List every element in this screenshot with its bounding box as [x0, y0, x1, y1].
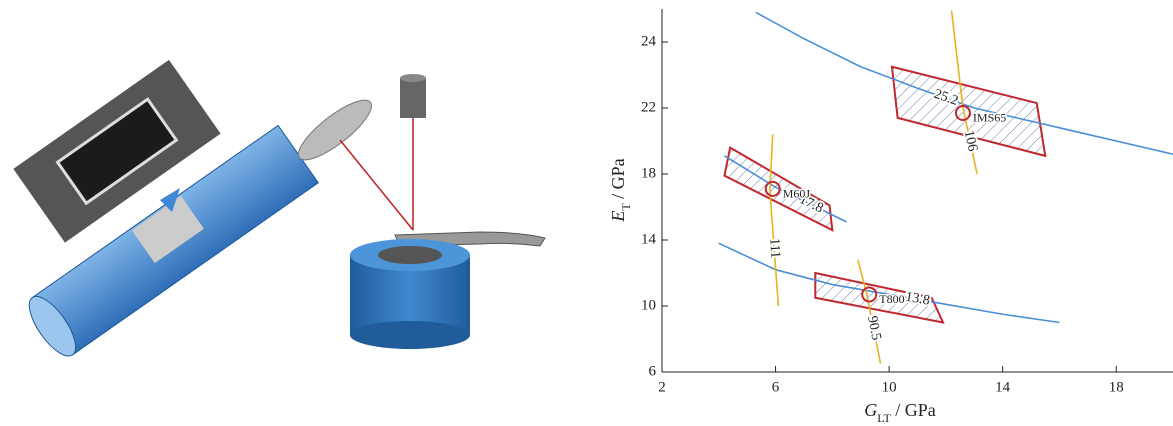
- stage-bottom: [350, 321, 470, 349]
- x-tick-label: 6: [772, 379, 780, 395]
- figure: ET / GPa GLT / GPa 610141822242610141825…: [0, 0, 1173, 426]
- y-axis-label: ET / GPa: [608, 158, 633, 222]
- fiber-label: M60J: [783, 187, 811, 201]
- y-tick-label: 24: [641, 33, 657, 49]
- x-tick-label: 10: [882, 379, 897, 395]
- contour-label: 111: [766, 238, 782, 259]
- beam-reflect: [340, 140, 413, 230]
- contour-label: 106: [961, 129, 980, 153]
- y-tick-label: 18: [641, 165, 656, 181]
- y-tick-label: 22: [641, 99, 656, 115]
- x-tick-label: 2: [658, 379, 666, 395]
- contour-label: 90.5: [864, 315, 884, 342]
- laser-top: [400, 74, 426, 82]
- contour-line: [858, 260, 881, 364]
- fiber-label: T800: [879, 292, 904, 306]
- sample-holder: [378, 246, 442, 264]
- y-tick-label: 14: [641, 231, 657, 247]
- y-tick-label: 6: [649, 363, 657, 379]
- x-tick-label: 18: [1109, 379, 1124, 395]
- y-tick-label: 10: [641, 297, 656, 313]
- illustration: [13, 60, 545, 363]
- laser: [400, 78, 426, 118]
- x-axis-label: GLT / GPa: [864, 400, 936, 425]
- mirror: [291, 91, 379, 168]
- contour-line: [770, 134, 779, 306]
- fiber-label: IMS65: [973, 111, 1006, 125]
- x-tick-label: 14: [995, 379, 1011, 395]
